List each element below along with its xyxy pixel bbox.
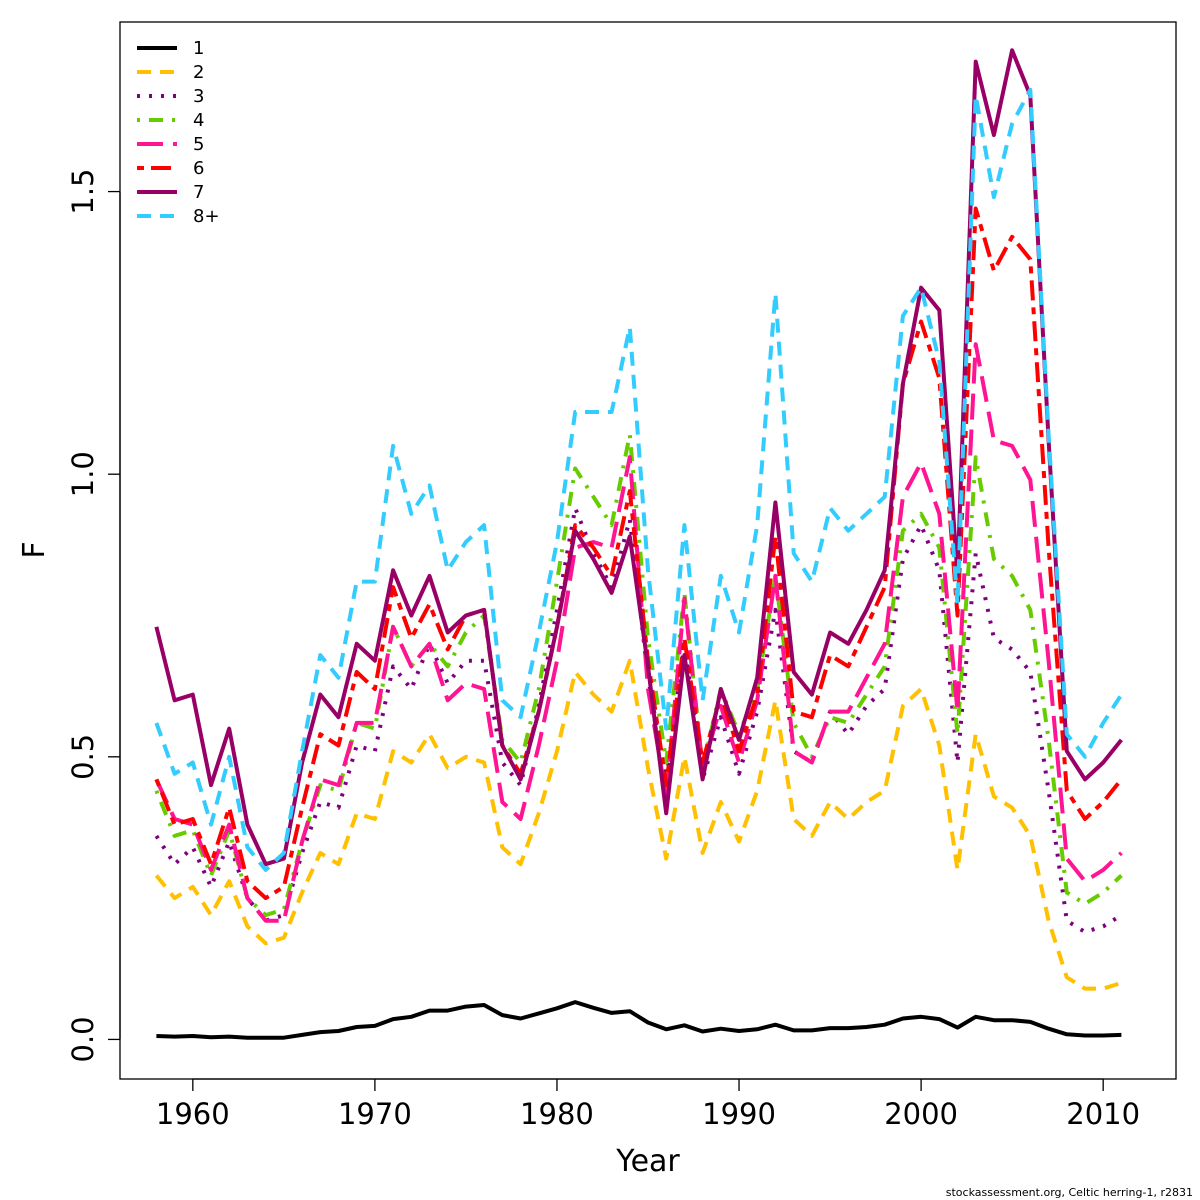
y-tick-label: 1.0 [66, 451, 100, 497]
legend: 1 2 3 4 5 6 7 8+ [137, 38, 220, 227]
series-line-5 [154, 342, 1123, 923]
series-line-8+ [154, 87, 1124, 872]
x-tick-label: 2010 [1066, 1097, 1140, 1131]
series-line-6 [154, 206, 1123, 901]
x-tick-label: 1960 [156, 1097, 230, 1131]
y-axis: 0.0 0.5 1.0 1.5 [66, 169, 121, 1062]
legend-label: 8+ [193, 206, 220, 227]
x-axis-title: Year [615, 1144, 680, 1179]
series-line-1 [156, 1000, 1122, 1040]
series-group [154, 48, 1124, 1040]
legend-label: 6 [193, 158, 204, 179]
legend-label: 7 [193, 182, 204, 203]
series-line-2 [154, 658, 1122, 991]
legend-label: 3 [193, 86, 204, 107]
legend-label: 4 [193, 110, 204, 131]
x-tick-label: 1990 [702, 1097, 776, 1131]
legend-label: 5 [193, 134, 204, 155]
y-axis-title: F [17, 541, 52, 558]
y-tick-label: 0.0 [66, 1016, 100, 1062]
x-tick-label: 2000 [884, 1097, 958, 1131]
y-tick-label: 1.5 [66, 169, 100, 215]
series-line-7 [154, 48, 1123, 867]
legend-label: 1 [193, 38, 204, 59]
x-tick-label: 1970 [338, 1097, 412, 1131]
x-tick-label: 1980 [520, 1097, 594, 1131]
credit-text: stockassessment.org, Celtic herring-1, r… [946, 1186, 1193, 1199]
y-tick-label: 0.5 [66, 734, 100, 780]
x-axis: 1960 1970 1980 1990 2000 2010 [156, 1078, 1140, 1131]
legend-label: 2 [193, 62, 204, 83]
